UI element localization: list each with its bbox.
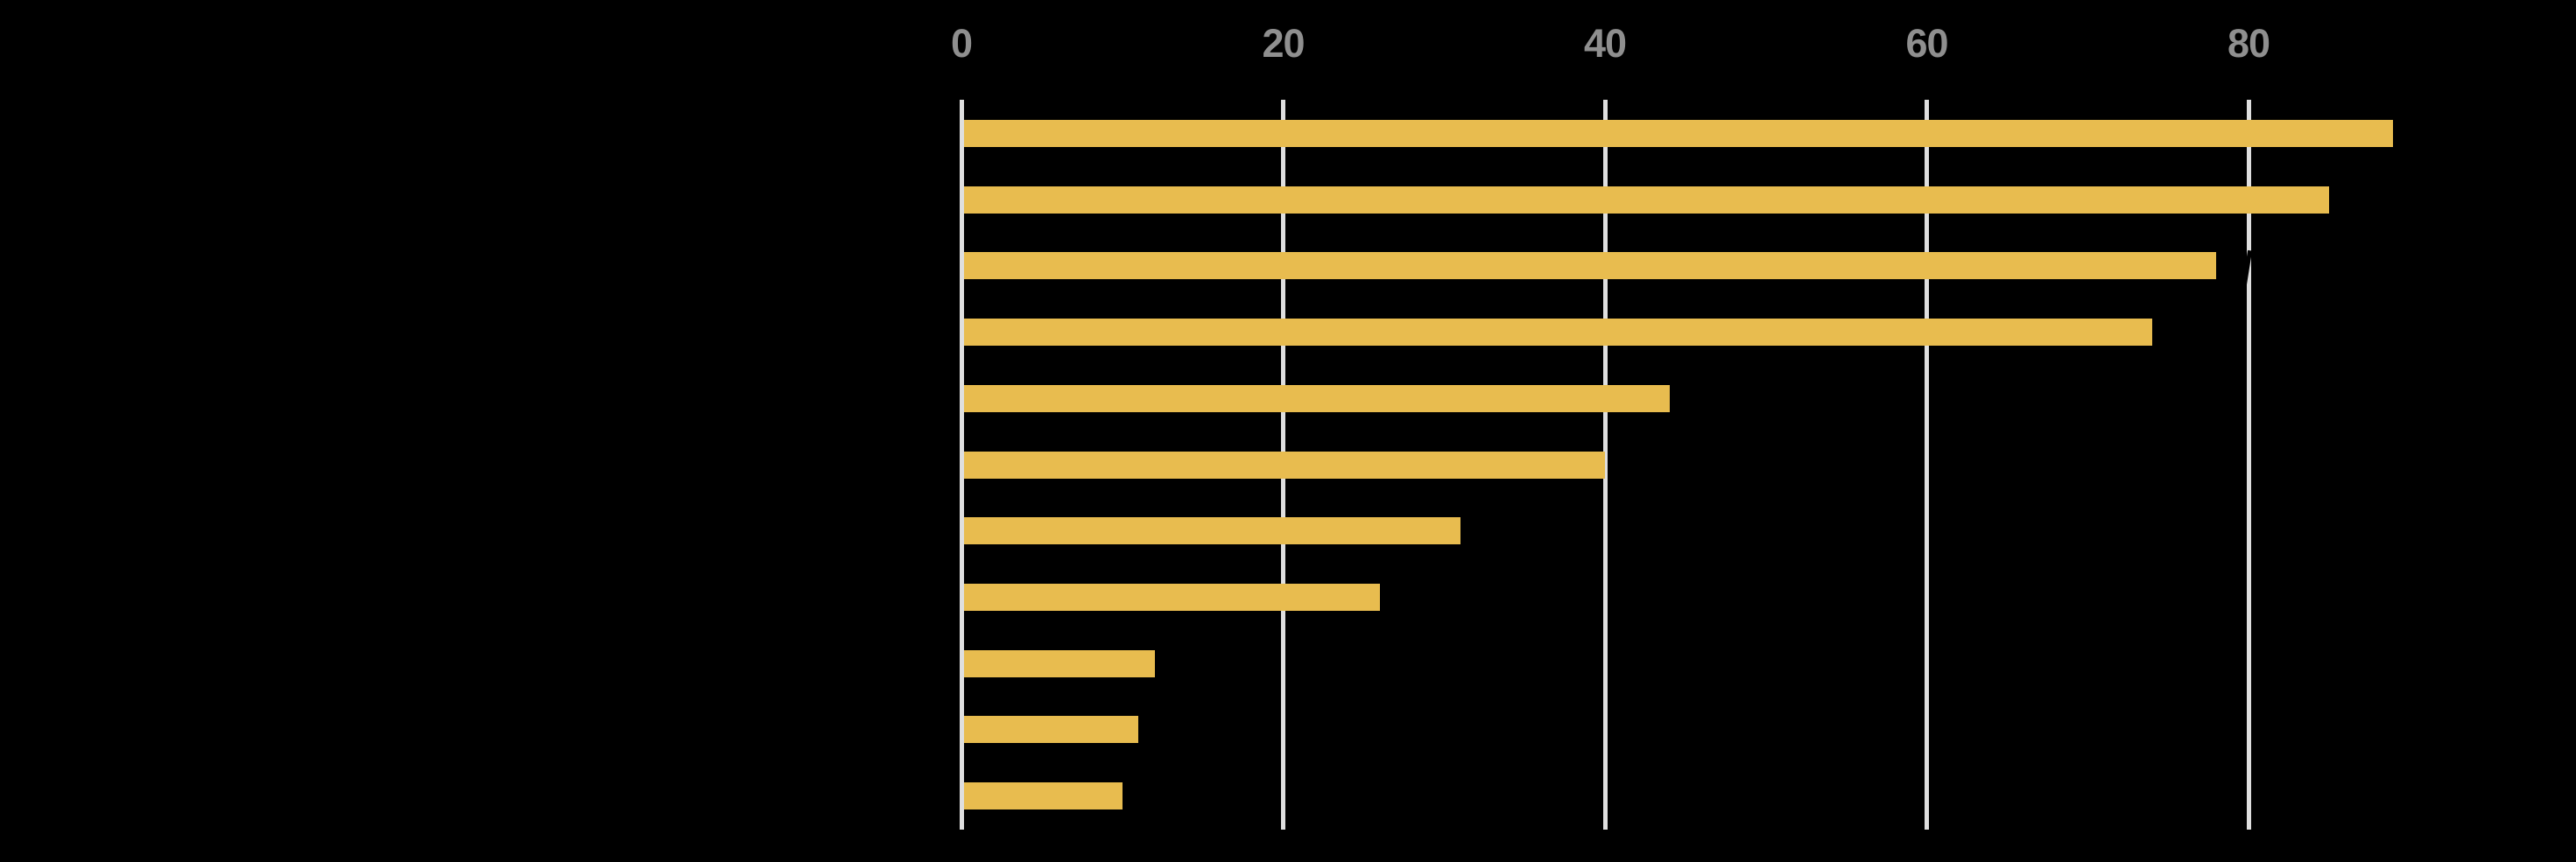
x-tick-label-80: 80	[2227, 21, 2270, 66]
bar-row-10	[964, 716, 1139, 744]
bar-row-2	[964, 186, 2329, 214]
x-tick-label-20: 20	[1262, 21, 1305, 66]
bar-row-6	[964, 451, 1605, 479]
bar-row-7	[964, 517, 1460, 545]
x-tick-label-40: 40	[1583, 21, 1627, 66]
gridline-x-60	[1925, 100, 1929, 830]
bar-row-5	[964, 384, 1670, 412]
bar-row-1	[964, 120, 2394, 147]
bar-row-4	[964, 319, 2152, 347]
x-tick-label-60: 60	[1905, 21, 1948, 66]
bar-row-3	[964, 252, 2217, 280]
bar-row-9	[964, 649, 1155, 677]
gridline-x-40	[1602, 100, 1608, 830]
x-tick-label-0: 0	[950, 21, 973, 66]
gridline-x-80	[2246, 100, 2251, 830]
bar-row-8	[964, 583, 1380, 611]
bar-row-11	[964, 782, 1123, 809]
gridline-x-0	[959, 100, 964, 830]
